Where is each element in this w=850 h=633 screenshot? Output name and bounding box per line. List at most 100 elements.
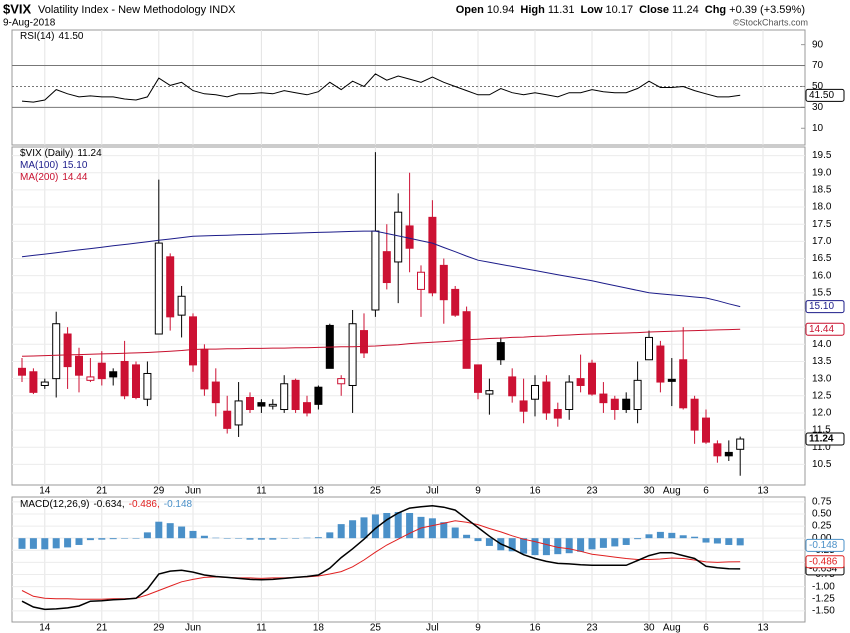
y-tick-label: 17.5 — [812, 219, 832, 230]
quote-value: +0.39 (+3.59%) — [729, 4, 805, 16]
candle-body — [576, 378, 585, 386]
security-name: Volatility Index - New Methodology INDX — [38, 4, 236, 16]
candle-body — [542, 381, 551, 414]
histogram-bar — [668, 532, 676, 539]
y-tick-label: 90 — [812, 39, 824, 50]
candle-body — [565, 381, 574, 411]
candle-body — [257, 402, 266, 407]
x-tick-label: 6 — [703, 623, 709, 633]
value-box-label: 14.44 — [809, 324, 834, 335]
value-box-label: 11.24 — [809, 434, 834, 445]
histogram-bar — [360, 517, 368, 539]
legend-value: 15.10 — [62, 160, 87, 171]
x-tick-label: 18 — [313, 486, 325, 497]
histogram-bar — [98, 538, 106, 540]
value-box — [805, 555, 845, 569]
candle-body — [451, 288, 460, 316]
x-tick-label: Jun — [185, 623, 201, 633]
x-tick-label: Aug — [663, 623, 681, 633]
x-tick-label: 13 — [757, 623, 769, 633]
legend-value: 14.44 — [62, 172, 87, 183]
candle-body — [280, 383, 289, 411]
candle-body — [496, 342, 505, 361]
candle-body — [314, 386, 323, 405]
legend-name: RSI(14) — [20, 31, 54, 42]
histogram-bar — [577, 538, 585, 552]
quote-label: Close — [639, 4, 669, 16]
candle-body — [177, 295, 186, 316]
candle-body — [86, 376, 95, 381]
histogram-bar — [75, 538, 83, 545]
histogram-bar — [656, 531, 664, 539]
histogram-bar — [406, 512, 414, 539]
x-tick-label: 16 — [529, 623, 541, 633]
candle-body — [667, 378, 676, 382]
y-tick-label: 10 — [812, 123, 824, 134]
x-tick-label: 16 — [529, 486, 541, 497]
candle-body — [474, 364, 482, 393]
legend-name: MA(200) — [20, 172, 58, 183]
x-tick-label: Aug — [663, 486, 681, 497]
candle-body — [52, 323, 61, 380]
legend-value: 41.50 — [58, 31, 83, 42]
candle-body — [18, 367, 26, 376]
histogram-bar — [200, 535, 208, 539]
candle-body — [439, 264, 448, 301]
histogram-bar — [428, 518, 436, 539]
y-tick-label: 13.0 — [812, 373, 832, 384]
legend-entry: MACD(12,26,9) -0.634, -0.486, -0.148 — [20, 499, 193, 510]
candle-body — [633, 379, 642, 411]
histogram-bar — [383, 512, 391, 539]
y-tick-label: 50 — [812, 81, 824, 92]
y-tick-label: 70 — [812, 60, 824, 71]
x-tick-label: 14 — [39, 623, 51, 633]
legend-entry: MA(100) 15.10 — [20, 160, 88, 171]
x-tick-label: 18 — [313, 623, 325, 633]
quote-value: 11.24 — [672, 4, 699, 16]
y-tick-label: 16.0 — [812, 270, 832, 281]
histogram-bar — [155, 521, 163, 539]
y-tick-label: -1.50 — [812, 605, 835, 616]
candle-body — [690, 398, 699, 431]
x-tick-label: 9 — [475, 623, 481, 633]
value-box — [805, 538, 845, 552]
candle-body — [97, 362, 106, 380]
candle-body — [200, 348, 209, 390]
candle-body — [519, 400, 528, 412]
y-tick-label: 12.5 — [812, 390, 832, 401]
y-tick-label: 16.5 — [812, 253, 832, 264]
histogram-bar — [303, 537, 311, 539]
legend-entry: $VIX (Daily) 11.24 — [20, 148, 102, 159]
x-tick-label: Jul — [426, 486, 439, 497]
histogram-bar — [292, 538, 300, 539]
candle-body — [246, 396, 254, 411]
legend-name: MACD(12,26,9) — [20, 499, 89, 510]
x-tick-label: Jun — [185, 486, 201, 497]
candle-body — [109, 371, 118, 378]
y-tick-label: 0.75 — [812, 496, 832, 507]
y-tick-label: 0.25 — [812, 521, 832, 532]
histogram-bar — [508, 538, 516, 552]
quote-value: 10.94 — [487, 4, 515, 16]
candle-body — [599, 393, 608, 404]
x-tick-label: 9 — [475, 486, 481, 497]
histogram-bar — [337, 524, 345, 539]
candle-body — [234, 400, 243, 426]
y-tick-label: 10.5 — [812, 459, 832, 470]
candle-body — [154, 242, 163, 335]
histogram-bar — [440, 522, 448, 539]
histogram-bar — [736, 538, 744, 546]
histogram-bar — [725, 538, 733, 545]
histogram-bar — [702, 538, 710, 543]
x-tick-label: Jul — [426, 623, 439, 633]
histogram-bar — [588, 538, 596, 550]
macd-line — [21, 504, 741, 611]
legend-name: MA(100) — [20, 160, 58, 171]
histogram-bar — [314, 537, 322, 539]
histogram-bar — [451, 527, 459, 539]
y-tick-label: 18.5 — [812, 185, 832, 196]
value-box-label: -0.148 — [809, 540, 838, 551]
legend-entry: RSI(14) 41.50 — [20, 31, 84, 42]
candle-body — [622, 398, 631, 411]
